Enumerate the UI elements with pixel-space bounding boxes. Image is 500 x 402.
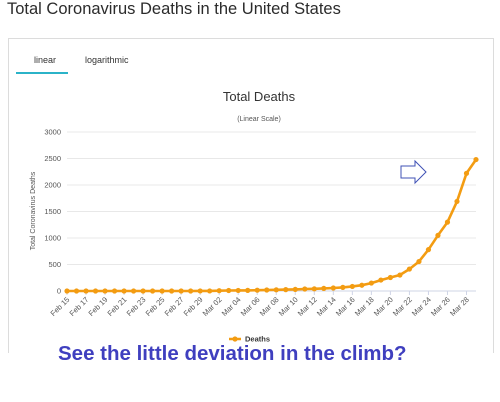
data-point	[425, 247, 432, 253]
data-point	[169, 288, 175, 294]
data-point	[73, 288, 80, 294]
arrow-shape	[400, 159, 427, 185]
data-point	[273, 287, 279, 293]
y-tick-label: 500	[48, 260, 61, 269]
data-point	[235, 287, 241, 294]
active-tab-indicator	[16, 72, 68, 74]
data-point	[330, 285, 336, 291]
x-tick-label: Mar 10	[277, 295, 300, 318]
data-point	[349, 283, 355, 290]
x-tick-label: Mar 26	[429, 295, 452, 318]
caption-text: See the little deviation in the climb?	[58, 342, 407, 365]
data-point	[444, 219, 451, 225]
data-point	[254, 287, 260, 293]
y-axis-label: Total Coronavirus Deaths	[30, 171, 37, 250]
x-tick-label: Feb 21	[106, 295, 129, 318]
data-point	[245, 287, 251, 293]
x-tick-label: Feb 17	[68, 295, 91, 318]
legend-label: Deaths	[245, 335, 270, 344]
x-tick-label: Feb 25	[144, 295, 167, 318]
y-tick-label: 2500	[44, 154, 61, 163]
data-point	[130, 288, 137, 294]
x-tick-label: Feb 19	[87, 295, 110, 318]
x-tick-label: Mar 04	[220, 295, 243, 318]
x-tick-label: Feb 15	[49, 295, 72, 318]
x-tick-label: Mar 20	[372, 295, 395, 318]
x-tick-label: Mar 14	[315, 295, 338, 318]
page-title: Total Coronavirus Deaths in the United S…	[7, 0, 341, 18]
legend[interactable]: Deaths	[229, 335, 270, 344]
x-tick-label: Mar 22	[391, 295, 414, 318]
x-tick-label: Mar 12	[296, 295, 319, 318]
data-point	[368, 280, 374, 286]
data-point	[64, 288, 70, 294]
data-point	[302, 286, 308, 292]
x-tick-label: Mar 28	[448, 295, 471, 318]
data-point	[197, 288, 203, 294]
chart-title: Total Deaths	[223, 89, 296, 104]
x-tick-label: Feb 29	[182, 295, 205, 318]
deaths-line-chart: Total Deaths (Linear Scale) Total Corona…	[30, 89, 479, 344]
x-tick-label: Feb 27	[163, 295, 186, 318]
series-deaths	[64, 156, 479, 294]
legend-swatch-marker	[232, 336, 238, 342]
data-point	[463, 170, 470, 176]
x-tick-label: Feb 23	[125, 295, 148, 318]
x-tick-label: Mar 06	[239, 295, 262, 318]
x-tick-label: Mar 18	[353, 295, 376, 318]
data-point	[150, 288, 156, 294]
chart-card: linear logarithmic Total Deaths (Linear …	[8, 38, 494, 353]
tab-logarithmic[interactable]: logarithmic	[85, 55, 129, 65]
data-point	[140, 288, 146, 294]
data-point	[159, 288, 165, 294]
data-point	[321, 285, 327, 292]
data-point	[473, 156, 479, 163]
data-point	[311, 286, 317, 292]
y-tick-label: 3000	[44, 128, 61, 137]
data-point	[92, 288, 99, 294]
arrow-right-icon	[400, 159, 427, 185]
data-point	[264, 287, 270, 293]
tab-linear[interactable]: linear	[34, 55, 57, 65]
y-tick-label: 1500	[44, 207, 61, 216]
data-point	[378, 277, 384, 283]
data-point	[83, 288, 89, 294]
x-tick-label: Mar 08	[258, 295, 281, 318]
data-point	[102, 288, 108, 294]
data-point	[416, 258, 422, 265]
data-point	[387, 274, 393, 281]
y-tick-label: 0	[57, 287, 61, 296]
x-tick-label: Mar 24	[410, 295, 433, 318]
data-point	[292, 286, 298, 293]
data-point	[178, 288, 184, 294]
data-point	[454, 198, 460, 205]
y-tick-label: 1000	[44, 234, 61, 243]
chart-subtitle: (Linear Scale)	[237, 116, 281, 123]
data-point	[226, 287, 232, 294]
y-tick-label: 2000	[44, 181, 61, 190]
data-point	[406, 266, 413, 272]
data-point	[435, 232, 441, 238]
data-point	[283, 287, 289, 293]
data-point	[207, 288, 213, 294]
gridlines	[66, 131, 476, 295]
x-tick-label: Mar 02	[201, 295, 224, 318]
data-point	[188, 288, 194, 294]
data-point	[340, 284, 346, 290]
data-point	[216, 288, 222, 294]
data-point	[111, 288, 118, 294]
data-point	[397, 272, 403, 278]
y-tick-labels: 0 500 1000 1500 2000 2500 3000	[44, 128, 61, 296]
x-tick-label: Mar 16	[334, 295, 357, 318]
data-point	[359, 282, 365, 288]
data-point	[121, 288, 127, 294]
